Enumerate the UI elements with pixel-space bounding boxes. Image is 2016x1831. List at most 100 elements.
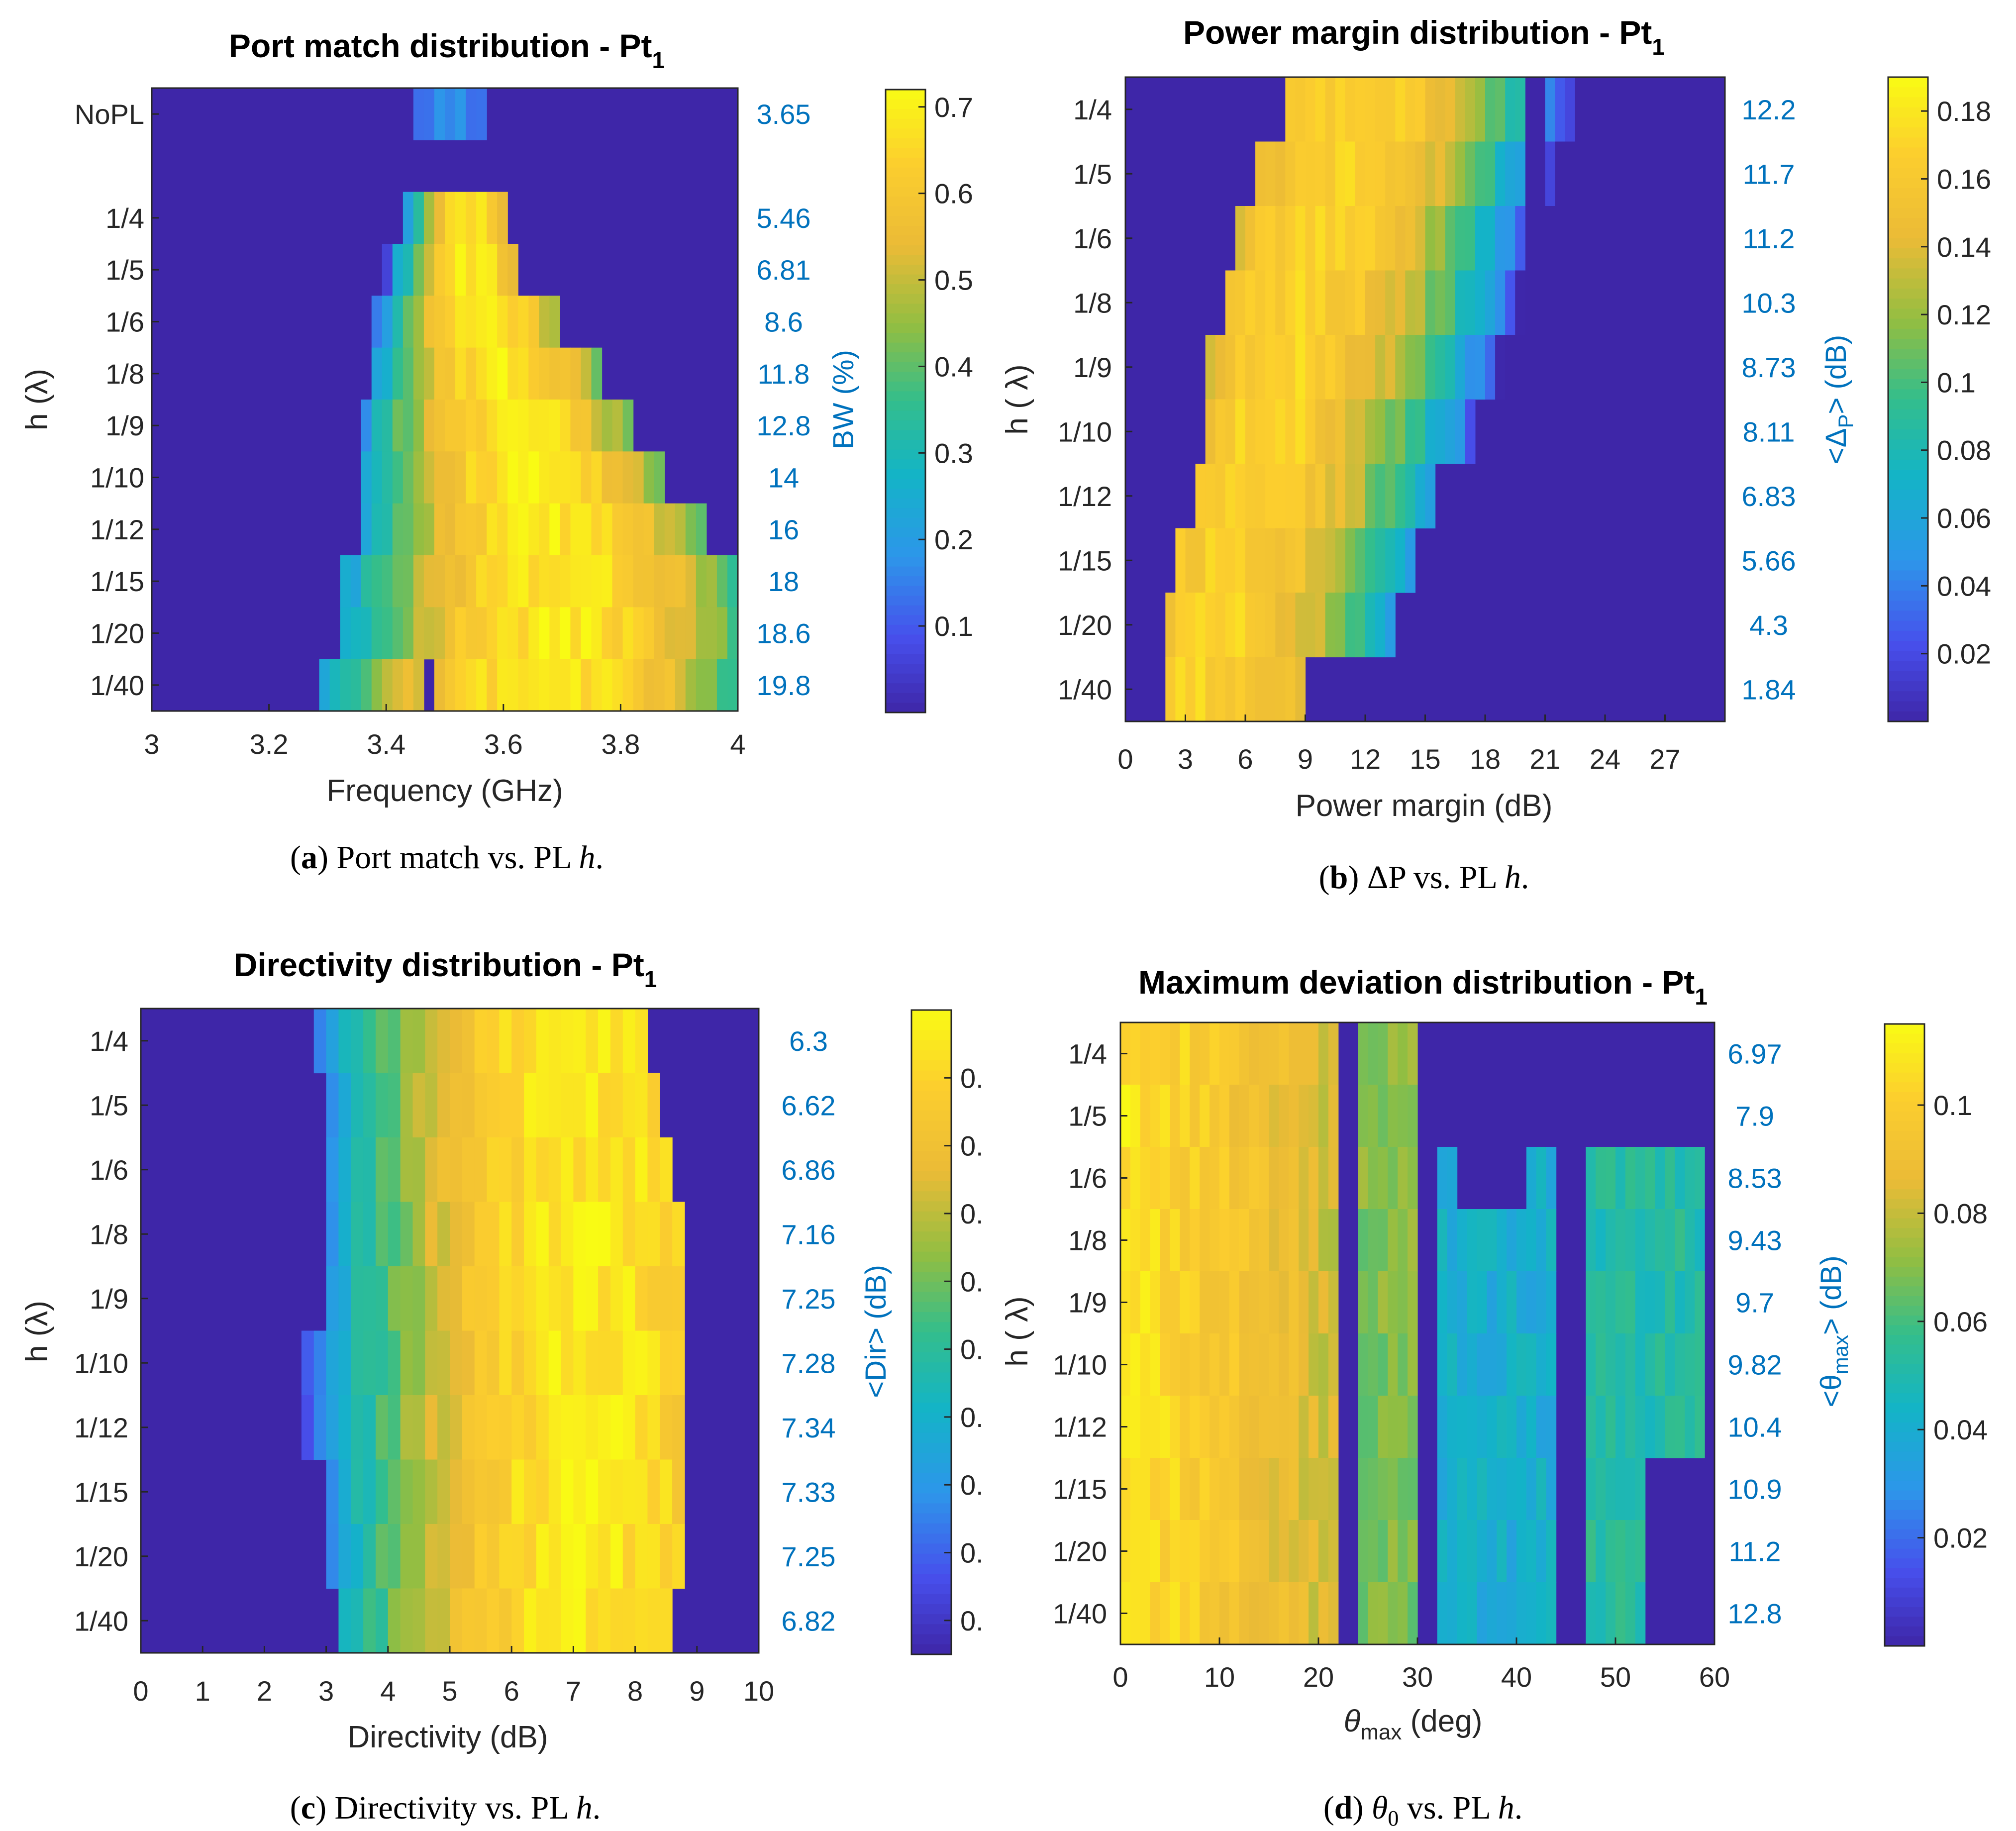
heatmap-cell [536,1330,549,1396]
heatmap-cell [1285,141,1296,206]
heatmap-cell [622,1330,636,1396]
heatmap-cell [1315,464,1326,529]
heatmap-cell [622,400,634,452]
heatmap-cell [1190,1085,1200,1147]
heatmap-cell [528,607,539,660]
heatmap-cell [487,1073,500,1138]
heatmap-cell [1239,1396,1250,1458]
heatmap-cell [455,88,466,140]
heatmap-cell [1285,657,1296,722]
heatmap-cell [1309,1333,1319,1396]
heatmap-cell [1385,77,1396,142]
y-tick-label: 1/10 [74,1347,128,1379]
heatmap-cell [1467,1396,1477,1458]
colorbar-tick-label: 0.02 [1933,1523,1988,1554]
heatmap-cell [560,503,571,556]
colorbar-segment [1888,178,1928,189]
colorbar-segment [1885,1529,1924,1539]
heatmap-cell [412,1266,425,1331]
heatmap-cell [338,1202,351,1267]
heatmap-cell [602,555,613,608]
heatmap-cell [1455,206,1466,271]
heatmap-cell [1275,657,1286,722]
heatmap-cell [497,244,508,296]
heatmap-cell [1295,399,1306,464]
heatmap-cell [1507,1209,1517,1272]
heatmap-cell [1170,1271,1180,1334]
heatmap-cell [1185,593,1196,658]
heatmap-cell [1485,206,1496,271]
heatmap-cell [507,555,518,608]
heatmap-cell [1210,1085,1220,1147]
heatmap-cell [1585,141,1596,206]
heatmap-cell [1140,1022,1151,1085]
heatmap-cell [1180,1271,1190,1334]
heatmap-cell [1325,335,1336,400]
heatmap-cell [672,1266,685,1331]
heatmap-cell [1325,399,1336,464]
heatmap-cell [1457,1582,1468,1645]
heatmap-cell [647,1202,660,1267]
heatmap-cell [1497,1209,1507,1272]
colorbar-tick-label: 0. [960,1198,984,1229]
y-tick-label: 1/9 [1073,352,1112,383]
heatmap-cell [338,1524,351,1589]
heatmap-cell [1467,1520,1477,1583]
heatmap-cell [635,1588,648,1653]
heatmap-cell [1160,1520,1171,1583]
heatmap-cell [497,555,508,608]
colorbar-segment [1885,1315,1924,1326]
heatmap-cell [1435,141,1446,206]
heatmap-cell [1318,1582,1329,1645]
heatmap-cell [1275,399,1286,464]
heatmap-cell [1210,1209,1220,1272]
heatmap-cell [1467,1333,1477,1396]
heatmap-cell [654,659,665,712]
heatmap-cell [1405,399,1416,464]
heatmap-cell [1437,1458,1448,1521]
colorbar-segment [1888,127,1928,138]
colorbar-segment [1888,318,1928,329]
heatmap-cell [434,503,445,556]
heatmap-cell [392,296,403,348]
heatmap-cell [1495,77,1506,142]
heatmap-cell [1398,1209,1408,1272]
heatmap-cell [1507,1582,1517,1645]
heatmap-cell [445,503,456,556]
colorbar-segment [886,245,925,256]
heatmap-cell [487,1588,500,1653]
colorbar-segment [886,225,925,236]
heatmap-cell [1388,1520,1398,1583]
heatmap-cell [1635,1333,1646,1396]
heatmap-cell [351,1009,364,1074]
heatmap-cell [1368,1209,1378,1272]
heatmap-cell [716,555,728,608]
heatmap-cell [1358,1209,1369,1272]
heatmap-cell [1635,1458,1646,1521]
heatmap-cell [612,607,623,660]
heatmap-cell [351,1137,364,1203]
heatmap-cell [1625,1333,1636,1396]
heatmap-cell [1295,657,1306,722]
heatmap-cell [1289,1085,1299,1147]
heatmap-cell [400,1459,413,1525]
heatmap-cell [1259,1333,1270,1396]
heatmap-cell [1605,206,1615,271]
y-tick-label: 1/6 [105,306,144,338]
colorbar-segment [911,1040,951,1051]
heatmap-cell [685,607,697,660]
heatmap-cell [487,244,498,296]
colorbar-segment [1885,1344,1924,1355]
heatmap-cell [1229,1085,1240,1147]
heatmap-cell [591,347,603,400]
heatmap-cell [1305,528,1316,593]
heatmap-cell [1435,206,1446,271]
panel-b-colorbar: 0.020.040.060.080.10.120.140.160.18 [1887,76,1991,722]
heatmap-cell [1229,1582,1240,1645]
heatmap-cell [1275,206,1286,271]
colorbar-segment [911,1332,951,1343]
colorbar-segment [1885,1237,1924,1248]
heatmap-cell [1665,1333,1675,1396]
heatmap-cell [1275,335,1286,400]
y-tick-label: 1/40 [90,670,144,701]
